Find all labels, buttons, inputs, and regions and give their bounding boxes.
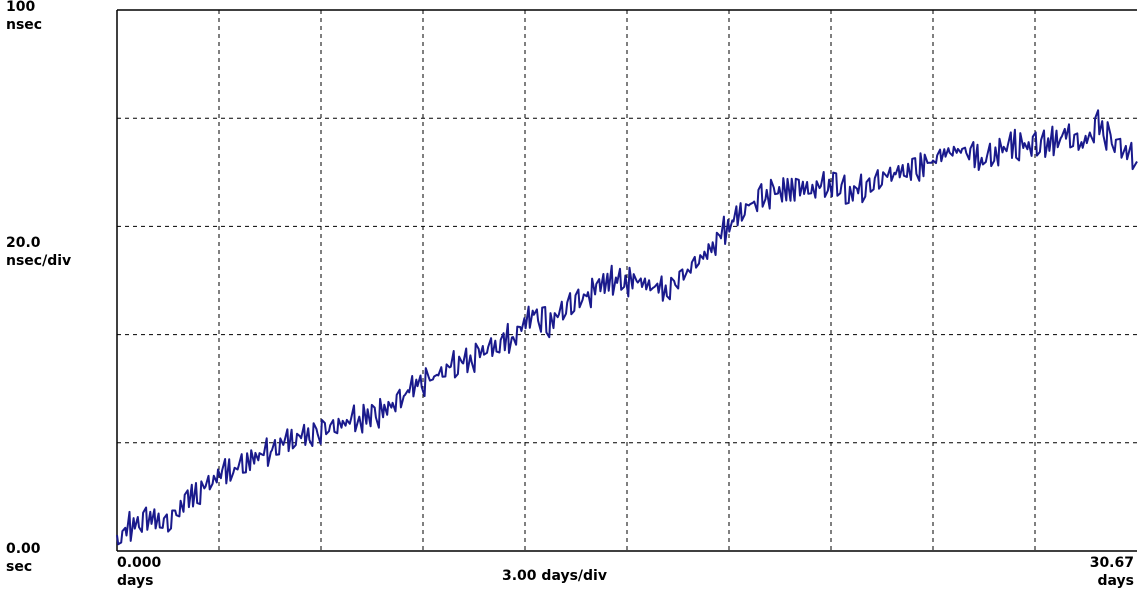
grid-lines [117, 10, 1137, 551]
x-end-value: 30.67 [1089, 555, 1134, 571]
x-start-value: 0.000 [117, 555, 162, 571]
x-start-unit: days [117, 573, 154, 589]
y-scale-value: 20.0 [6, 235, 41, 251]
y-top-value: 100 [6, 0, 36, 15]
y-bottom-value: 0.00 [6, 541, 41, 557]
plot-frame [116, 9, 1137, 552]
y-scale-unit: nsec/div [6, 253, 72, 269]
x-scale-label: 3.00 days/div [502, 568, 607, 584]
data-trace [116, 109, 1138, 546]
x-end-unit: days [1097, 573, 1135, 589]
y-bottom-unit: sec [6, 559, 33, 575]
y-top-unit: nsec [6, 17, 43, 33]
